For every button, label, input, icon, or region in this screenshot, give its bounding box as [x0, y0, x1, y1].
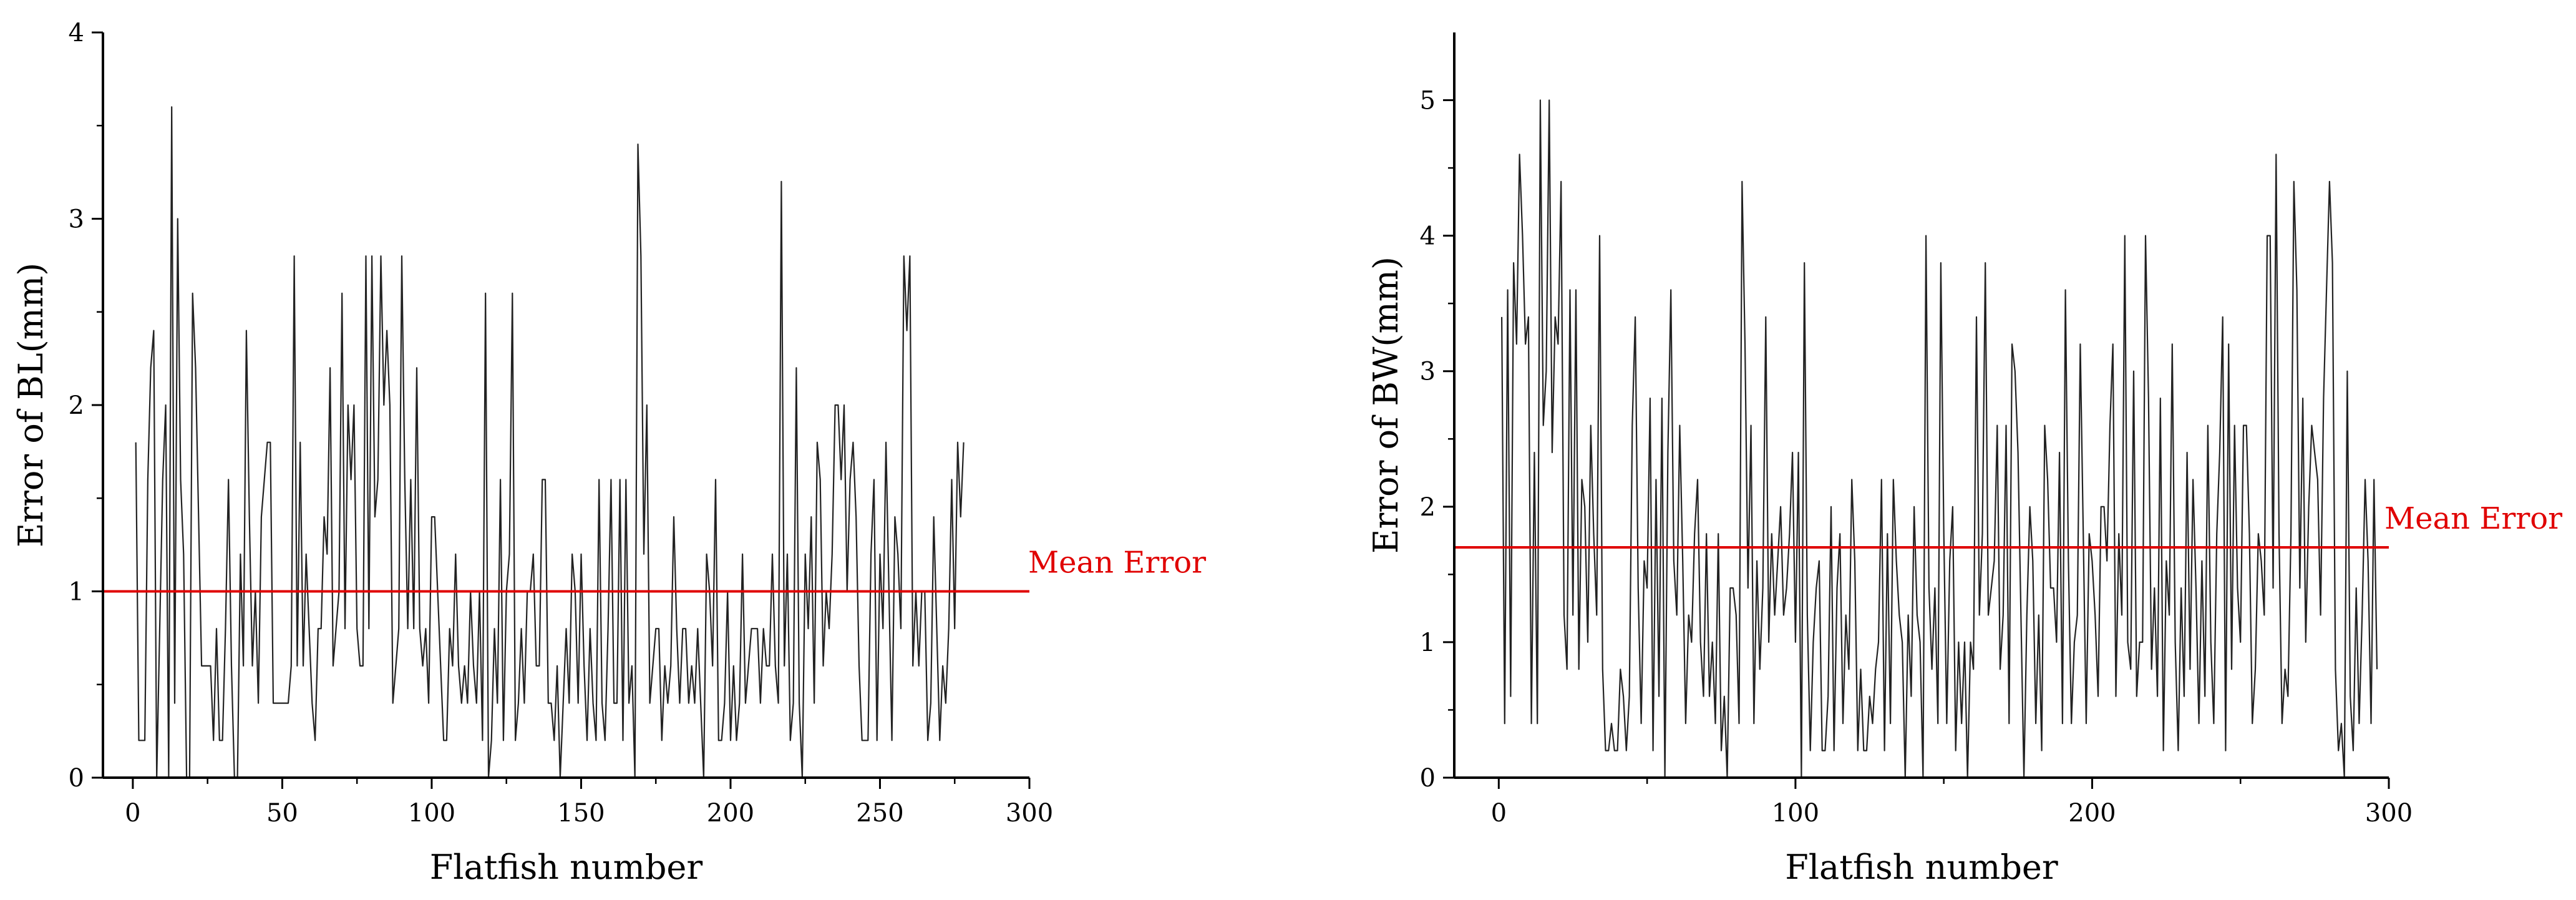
x-tick-label: 100 — [1772, 799, 1819, 828]
x-axis-title-bw: Flatfish number — [1785, 848, 2058, 887]
y-tick-label: 2 — [69, 391, 84, 420]
ticks-bw: 0 1 2 3 4 5 0 100 200 300 — [1420, 87, 2413, 828]
x-tick-label: 0 — [1491, 799, 1507, 828]
y-tick-label: 1 — [1420, 629, 1436, 657]
chart-panel-bw: 0 1 2 3 4 5 0 100 200 300 Flatfish number Error o… — [1366, 32, 2562, 887]
y-tick-label: 0 — [1420, 764, 1436, 793]
y-tick-label: 3 — [1420, 358, 1436, 386]
y-tick-label: 0 — [69, 764, 84, 793]
error-series-bw — [1501, 99, 2378, 779]
y-tick-label: 5 — [1420, 87, 1436, 115]
x-tick-label: 250 — [856, 799, 903, 828]
error-series-bl — [135, 106, 965, 779]
x-tick-label: 0 — [125, 799, 140, 828]
y-tick-label: 4 — [1420, 222, 1436, 251]
series-line-0 — [135, 106, 965, 779]
ticks-bl: 0 1 2 3 4 0 50 100 150 200 250 300 — [69, 19, 1054, 828]
series-line-0 — [1501, 99, 2378, 779]
y-tick-label: 3 — [69, 205, 84, 234]
x-tick-label: 200 — [2068, 799, 2116, 828]
y-tick-label: 2 — [1420, 493, 1436, 522]
x-tick-label: 300 — [2365, 799, 2413, 828]
y-tick-label: 4 — [69, 19, 84, 47]
x-tick-label: 150 — [557, 799, 605, 828]
x-tick-label: 50 — [266, 799, 298, 828]
axes-bw — [1453, 32, 2389, 779]
y-axis-title-bl: Error of BL(mm) — [11, 263, 51, 547]
mean-error-label-bw: Mean Error — [2384, 501, 2562, 536]
x-axis-title-bl: Flatfish number — [430, 848, 703, 887]
x-tick-label: 100 — [408, 799, 455, 828]
x-tick-label: 200 — [707, 799, 754, 828]
mean-error-label-bl: Mean Error — [1028, 545, 1206, 580]
y-axis-title-bw: Error of BW(mm) — [1366, 257, 1406, 554]
x-tick-label: 300 — [1006, 799, 1053, 828]
y-tick-label: 1 — [69, 578, 84, 607]
